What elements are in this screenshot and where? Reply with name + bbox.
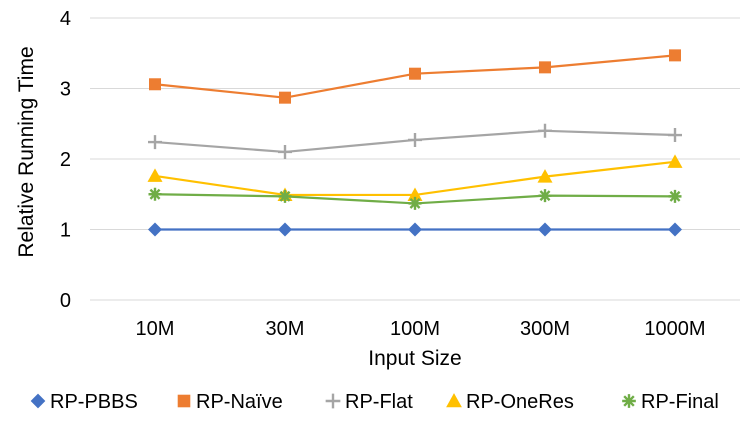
series-group [147, 49, 683, 237]
data-point-rp-flat-300m [538, 123, 552, 138]
legend-item-rp-na-ve: RP-Naïve [177, 391, 283, 413]
data-point-rp-final-300m [538, 189, 552, 203]
y-tick-label: 1 [60, 220, 71, 242]
legend-marker-rp-oneres [446, 393, 462, 408]
data-point-rp-na-ve-1000m [669, 49, 681, 62]
data-point-rp-final-1000m [668, 189, 682, 203]
data-point-rp-flat-1000m [668, 128, 682, 143]
legend-item-rp-pbbs: RP-PBBS [30, 391, 138, 413]
data-point-rp-oneres-100m [407, 187, 423, 201]
data-point-rp-oneres-10m [147, 168, 163, 182]
x-tick-label: 10M [136, 318, 175, 340]
legend-marker-rp-na-ve [177, 394, 191, 408]
data-point-rp-pbbs-100m [408, 222, 422, 237]
y-axis-label: Relative Running Time [15, 46, 38, 257]
data-point-rp-pbbs-30m [278, 222, 292, 237]
legend-label-rp-oneres: RP-OneRes [466, 391, 574, 413]
legend-item-rp-final: RP-Final [622, 391, 719, 413]
data-point-rp-flat-30m [278, 144, 292, 159]
series-rp-final [148, 187, 682, 210]
data-point-rp-pbbs-10m [148, 222, 162, 237]
data-point-rp-oneres-1000m [667, 154, 683, 168]
data-point-rp-final-30m [278, 189, 292, 203]
series-rp-pbbs [148, 222, 682, 237]
x-tick-label: 1000M [644, 318, 705, 340]
legend-marker-rp-final [622, 394, 636, 408]
y-tick-label: 4 [60, 8, 71, 30]
legend-label-rp-pbbs: RP-PBBS [50, 391, 138, 413]
y-tick-label: 3 [60, 79, 71, 101]
data-point-rp-na-ve-300m [539, 61, 551, 74]
data-point-rp-pbbs-300m [538, 222, 552, 237]
legend-item-rp-flat: RP-Flat [325, 391, 413, 413]
legend-label-rp-na-ve: RP-Naïve [196, 391, 283, 413]
x-axis-ticks: 10M 30M 100M 300M 1000M [136, 318, 706, 340]
legend-label-rp-flat: RP-Flat [345, 391, 413, 413]
data-point-rp-na-ve-30m [279, 91, 291, 104]
series-rp-oneres [147, 154, 683, 201]
data-point-rp-na-ve-10m [149, 78, 161, 91]
data-point-rp-flat-100m [408, 132, 422, 147]
y-tick-label: 2 [60, 149, 71, 171]
data-point-rp-oneres-300m [537, 169, 553, 183]
legend-marker-rp-pbbs [30, 393, 46, 409]
y-axis-ticks: 0 1 2 3 4 [60, 8, 71, 312]
legend: RP-PBBS RP-Naïve RP-Flat RP-OneRes RP-Final [30, 391, 719, 413]
x-axis-label: Input Size [368, 347, 461, 370]
series-rp-flat [148, 123, 682, 159]
data-point-rp-pbbs-1000m [668, 222, 682, 237]
series-rp-na-ve [149, 49, 681, 104]
data-point-rp-final-100m [408, 196, 422, 210]
x-tick-label: 300M [520, 318, 570, 340]
x-tick-label: 30M [266, 318, 305, 340]
y-tick-label: 0 [60, 290, 71, 312]
data-point-rp-na-ve-100m [409, 67, 421, 80]
data-point-rp-flat-10m [148, 135, 162, 150]
x-tick-label: 100M [390, 318, 440, 340]
legend-marker-rp-flat [325, 393, 341, 409]
legend-item-rp-oneres: RP-OneRes [446, 391, 574, 413]
data-point-rp-final-10m [148, 187, 162, 201]
gridlines [90, 17, 740, 301]
legend-label-rp-final: RP-Final [641, 391, 719, 413]
